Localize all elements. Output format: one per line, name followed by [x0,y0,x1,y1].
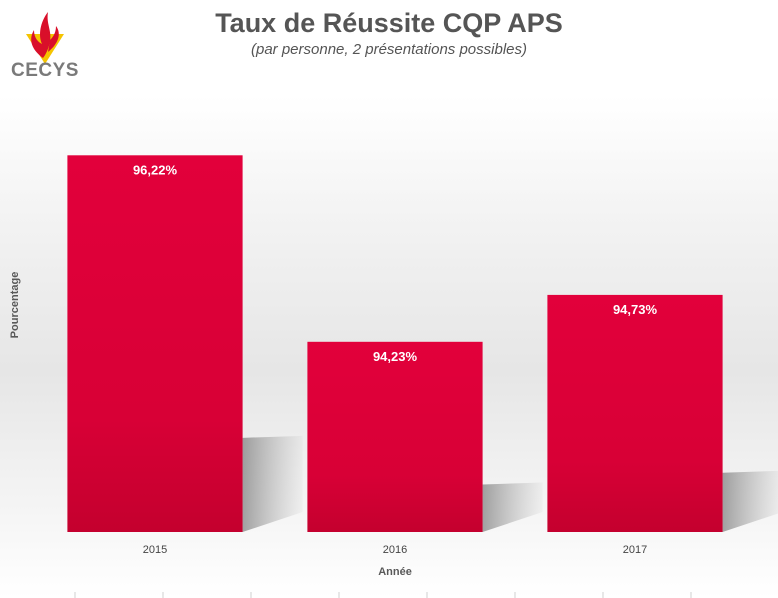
logo-text: CECYS [11,60,79,81]
bar-2016 [307,341,483,532]
x-tick-label-2015: 2015 [143,544,167,556]
logo-flame-right-icon [48,26,59,52]
data-label-2015: 96,22% [133,162,178,177]
bar-shadows [242,435,778,532]
bar-shadow [722,470,778,532]
cecys-logo [26,12,64,64]
bar-shadow [242,435,303,532]
chart-subtitle: (par personne, 2 présentations possibles… [251,41,527,58]
logo-flame-left-icon [31,12,51,58]
data-label-2017: 94,73% [613,302,658,317]
x-tick-label-2017: 2017 [623,544,647,556]
bar-2017 [547,294,723,532]
data-labels: 96,22% 94,23% 94,73% [133,162,658,363]
chart-title: Taux de Réussite CQP APS [215,8,563,38]
x-tick-labels: 2015 2016 2017 [143,544,647,556]
x-axis-title: Année [378,566,412,578]
bottom-tick-marks [74,592,692,598]
bars [67,155,723,533]
bar-shadow [482,482,543,532]
bar-2015 [67,155,243,533]
x-tick-label-2016: 2016 [383,544,407,556]
y-axis-title: Pourcentage [9,272,21,339]
data-label-2016: 94,23% [373,349,418,364]
